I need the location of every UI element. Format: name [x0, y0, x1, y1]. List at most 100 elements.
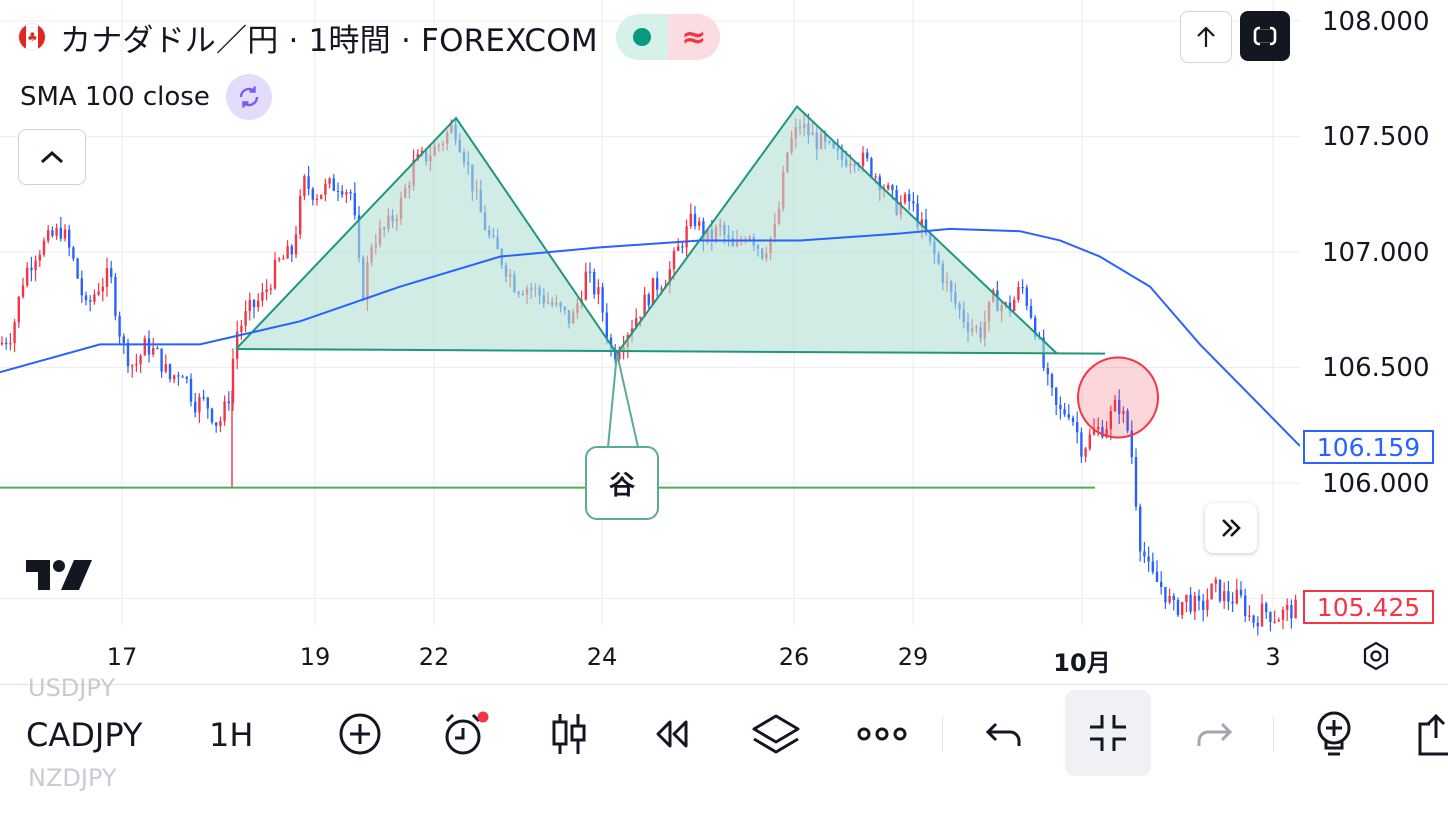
candle-body — [139, 355, 142, 364]
candle-body — [584, 271, 587, 300]
candle-body — [605, 312, 608, 338]
ideas-button[interactable] — [1304, 706, 1364, 762]
candle-body — [345, 192, 348, 195]
candle-body — [135, 363, 138, 366]
candle-body — [1122, 411, 1125, 414]
candle-body — [1134, 457, 1138, 507]
undo-button[interactable] — [974, 706, 1034, 762]
indicator-legend[interactable]: SMA 100 close — [20, 74, 272, 120]
candle-body — [685, 226, 688, 248]
refresh-icon[interactable] — [225, 74, 272, 120]
candle-body — [1223, 591, 1226, 601]
symbol-selector[interactable]: CADJPY — [26, 716, 143, 754]
chart-type-button[interactable] — [540, 706, 600, 762]
candle-body — [72, 247, 75, 259]
candle-body — [168, 364, 172, 380]
candle-body — [1197, 595, 1201, 601]
candle-body — [147, 338, 151, 355]
candle-body — [698, 221, 701, 227]
settings-icon — [1363, 641, 1389, 671]
candle-body — [181, 376, 184, 378]
candle-body — [1113, 400, 1117, 412]
fullscreen-button[interactable] — [1240, 11, 1290, 61]
candle-body — [1286, 604, 1289, 610]
candle-body — [1147, 556, 1150, 562]
price-chart[interactable] — [0, 0, 1300, 640]
candle-body — [265, 289, 268, 293]
replay-button[interactable] — [642, 706, 702, 762]
share-icon — [1418, 713, 1448, 756]
price-tick: 107.500 — [1322, 122, 1430, 152]
date-tick-month: 10月 — [1053, 649, 1111, 677]
date-tick: 29 — [897, 643, 929, 671]
candle-body — [286, 246, 289, 259]
candle-body — [924, 219, 928, 235]
compare-add-button[interactable] — [330, 706, 390, 762]
candle-body — [55, 227, 58, 236]
collapse-legend-button[interactable] — [18, 129, 86, 185]
candle-body — [1260, 603, 1264, 627]
more-horizontal-icon — [857, 727, 907, 741]
candle-body — [1101, 427, 1104, 438]
lightbulb-plus-icon — [1317, 711, 1351, 756]
candle-body — [651, 277, 655, 306]
candle-body — [1277, 619, 1280, 622]
candle-body — [1076, 422, 1079, 433]
candle-body — [1294, 600, 1297, 619]
candle-body — [1290, 604, 1293, 619]
candle-body — [874, 176, 877, 178]
candle-body — [215, 422, 218, 426]
candle-body — [1080, 432, 1083, 457]
candle-body — [1160, 581, 1163, 588]
candle-body — [101, 286, 104, 292]
candle-body — [912, 201, 915, 204]
sma-path — [0, 227, 1300, 447]
candle-body — [1176, 600, 1180, 616]
market-open-icon — [615, 14, 668, 60]
candle-body — [210, 408, 214, 423]
scroll-top-button[interactable] — [1180, 11, 1232, 63]
more-button[interactable] — [852, 706, 912, 762]
candle-body — [1109, 411, 1112, 430]
undo-icon — [985, 722, 1021, 746]
candle-body — [30, 267, 33, 271]
layers-button[interactable] — [746, 706, 806, 762]
share-button[interactable] — [1406, 706, 1448, 762]
exit-fullscreen-button[interactable] — [1065, 690, 1151, 776]
candle-body — [219, 420, 222, 426]
candle-body — [299, 196, 302, 235]
chart-drawings[interactable] — [0, 353, 1159, 489]
candle-body — [1063, 409, 1066, 415]
candle-body — [244, 311, 247, 326]
candle-body — [1013, 299, 1016, 311]
candle-body — [307, 176, 310, 189]
canada-flag-icon: ♣ — [18, 23, 46, 51]
candle-body — [21, 285, 25, 297]
price-tick: 106.000 — [1322, 469, 1430, 499]
market-status-pill[interactable]: ≈ — [615, 14, 720, 60]
interval-selector[interactable]: 1H — [209, 716, 254, 754]
candle-body — [160, 348, 163, 372]
scroll-to-realtime-button[interactable] — [1205, 503, 1257, 553]
valley-callout[interactable]: 谷 — [585, 446, 659, 520]
price-tick: 106.500 — [1322, 353, 1430, 383]
redo-button[interactable] — [1184, 706, 1244, 762]
candle-body — [647, 294, 650, 306]
candle-body — [861, 152, 865, 167]
candle-body — [1088, 434, 1091, 449]
candle-body — [1239, 589, 1243, 596]
data-delay-icon: ≈ — [667, 14, 720, 60]
candle-body — [1189, 594, 1192, 612]
candle-body — [677, 246, 680, 251]
symbol-legend[interactable]: ♣ カナダドル／円 · 1時間 · FOREXCOM ≈ — [18, 14, 720, 60]
candle-body — [51, 230, 54, 236]
toolbar-divider — [0, 684, 1448, 685]
chart-settings-button[interactable] — [1358, 638, 1394, 674]
candle-body — [1227, 591, 1230, 602]
candle-body — [639, 316, 642, 319]
candle-body — [17, 296, 20, 323]
candle-body — [656, 277, 659, 290]
candle-body — [9, 343, 12, 345]
alert-button[interactable] — [434, 706, 494, 762]
candle-body — [1181, 601, 1184, 616]
